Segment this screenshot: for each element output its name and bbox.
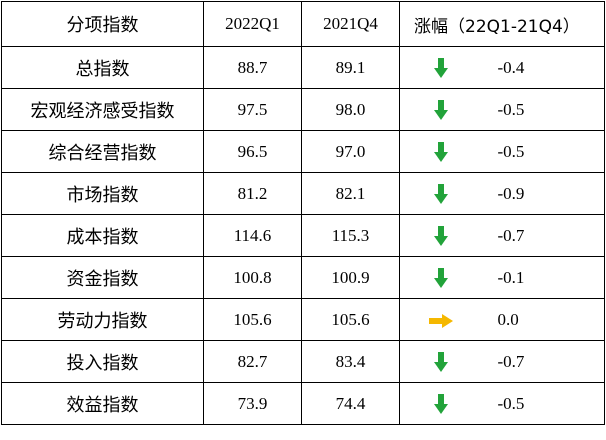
table-row: 宏观经济感受指数 97.5 98.0 -0.5 [1,88,606,131]
table-row: 市场指数 81.2 82.1 -0.9 [1,172,606,215]
row-2022q1-value: 73.9 [203,382,302,425]
header-2022q1: 2022Q1 [203,1,302,47]
row-2021q4-value: 115.3 [301,214,400,257]
down-arrow-icon [433,225,448,246]
row-name: 总指数 [1,46,204,89]
row-2022q1-value: 96.5 [203,130,302,173]
down-arrow-icon [433,267,448,288]
down-arrow-icon [433,183,448,204]
row-2022q1-value: 97.5 [203,88,302,131]
row-change-value: -0.9 [481,172,606,215]
row-trend-cell [399,214,482,257]
table-row: 总指数 88.7 89.1 -0.4 [1,46,606,89]
row-name: 效益指数 [1,382,204,425]
right-arrow-icon [428,310,453,329]
row-name: 劳动力指数 [1,298,204,341]
row-2022q1-value: 81.2 [203,172,302,215]
table-row: 投入指数 82.7 83.4 -0.7 [1,340,606,383]
row-2021q4-value: 82.1 [301,172,400,215]
row-trend-cell [399,88,482,131]
row-change-value: -0.7 [481,214,606,257]
table-row: 综合经营指数 96.5 97.0 -0.5 [1,130,606,173]
row-name: 综合经营指数 [1,130,204,173]
table-body: 总指数 88.7 89.1 -0.4 宏观经济感受指数 97.5 98.0 -0.5 综合经营指… [1,46,606,425]
row-2022q1-value: 88.7 [203,46,302,89]
row-trend-cell [399,382,482,425]
row-2021q4-value: 98.0 [301,88,400,131]
row-trend-cell [399,172,482,215]
index-table: 分项指数 2022Q1 2021Q4 涨幅（22Q1-21Q4） 总指数 88.7… [1,1,606,425]
header-row: 分项指数 2022Q1 2021Q4 涨幅（22Q1-21Q4） [1,1,606,47]
row-change-value: -0.5 [481,130,606,173]
header-name: 分项指数 [1,1,204,47]
table-row: 劳动力指数 105.6 105.6 0.0 [1,298,606,341]
row-change-value: -0.7 [481,340,606,383]
row-2022q1-value: 114.6 [203,214,302,257]
down-arrow-icon [433,393,448,414]
row-change-value: -0.5 [481,88,606,131]
row-change-value: -0.1 [481,256,606,299]
row-trend-cell [399,298,482,341]
row-trend-cell [399,340,482,383]
row-2021q4-value: 89.1 [301,46,400,89]
row-change-value: -0.4 [481,46,606,89]
down-arrow-icon [433,141,448,162]
row-2021q4-value: 83.4 [301,340,400,383]
row-2021q4-value: 97.0 [301,130,400,173]
table-row: 资金指数 100.8 100.9 -0.1 [1,256,606,299]
row-2022q1-value: 100.8 [203,256,302,299]
row-name: 成本指数 [1,214,204,257]
row-name: 市场指数 [1,172,204,215]
row-trend-cell [399,46,482,89]
down-arrow-icon [433,57,448,78]
down-arrow-icon [433,99,448,120]
row-trend-cell [399,130,482,173]
row-name: 投入指数 [1,340,204,383]
header-change: 涨幅（22Q1-21Q4） [398,1,606,47]
row-2021q4-value: 74.4 [301,382,400,425]
row-2021q4-value: 105.6 [301,298,400,341]
row-2022q1-value: 82.7 [203,340,302,383]
row-name: 宏观经济感受指数 [1,88,204,131]
row-2021q4-value: 100.9 [301,256,400,299]
row-change-value: -0.5 [481,382,606,425]
table-row: 效益指数 73.9 74.4 -0.5 [1,382,606,425]
header-2021q4: 2021Q4 [301,1,400,47]
row-trend-cell [399,256,482,299]
row-name: 资金指数 [1,256,204,299]
table-row: 成本指数 114.6 115.3 -0.7 [1,214,606,257]
row-2022q1-value: 105.6 [203,298,302,341]
row-change-value: 0.0 [481,298,606,341]
down-arrow-icon [433,351,448,372]
